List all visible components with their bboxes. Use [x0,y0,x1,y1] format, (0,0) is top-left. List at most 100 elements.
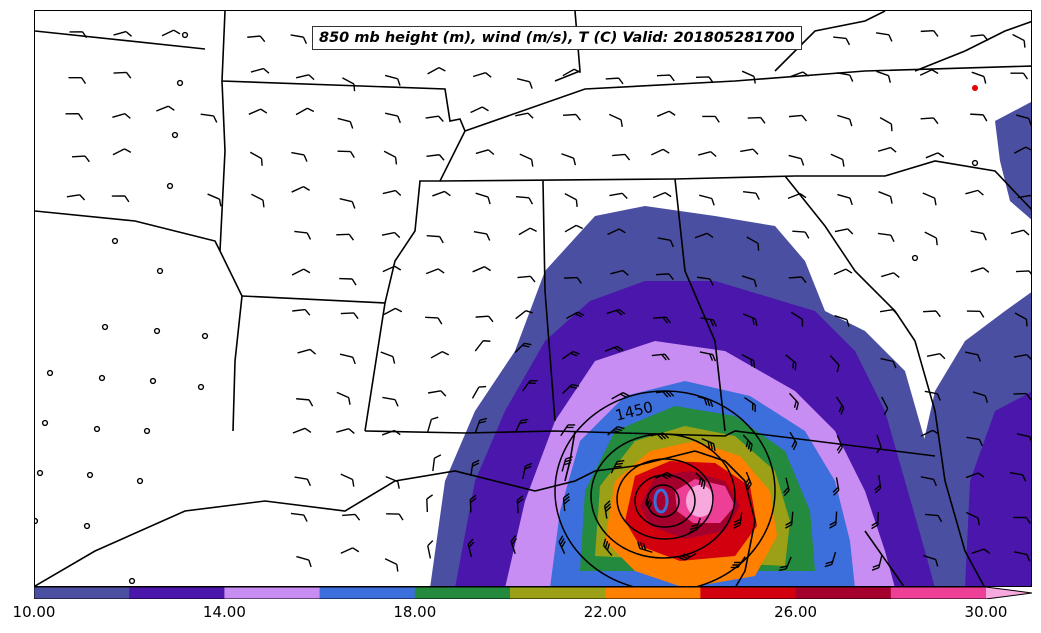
wind-barb [698,151,717,158]
wind-barb [336,428,355,434]
wind-barb [248,108,268,115]
wind-barb [474,340,491,352]
wind-barb [926,352,946,360]
wind-barb [291,151,308,162]
wind-barb [516,77,533,89]
wind-barb [699,351,717,362]
wind-barb [923,554,939,567]
wind-barb [874,475,882,494]
wind-barb [475,149,495,156]
state-borders [35,11,1031,586]
wind-barb [612,153,631,161]
wind-barb [833,268,853,275]
wind-barb [702,115,720,123]
colorbar-extension [986,587,1032,599]
wind-barb [744,471,752,491]
wind-barb [471,385,487,399]
calm-marker [911,254,919,262]
wind-barb [922,192,937,206]
wind-barb [1013,354,1031,361]
wind-barb [920,30,939,37]
wind-barb [66,194,86,201]
calm-marker [197,383,205,391]
colorbar-segment [319,587,416,599]
wind-barb [1014,312,1028,327]
wind-barb [1012,33,1026,48]
contour-3 [616,458,714,540]
wind-barb [965,472,985,479]
wind-barb [741,275,758,288]
wind-barb [295,107,315,116]
wind-barb [964,351,982,362]
wind-barb [637,541,653,553]
wind-barb [834,228,854,235]
map-canvas: 1450 [35,11,1031,586]
wind-barb [426,154,445,161]
wind-barb [112,113,131,119]
wind-barb [247,35,266,43]
calm-marker [149,377,157,385]
wind-barb [790,71,810,78]
wind-barb [522,379,538,392]
shade-12-east [965,392,1031,586]
calm-marker [111,237,119,245]
wind-barb [385,475,400,489]
wind-barb [966,436,983,447]
calm-marker [971,159,979,167]
wind-barb [746,236,760,251]
wind-barb [339,198,356,209]
wind-barb [510,535,518,554]
wind-barb [475,192,491,205]
wind-barb [564,193,578,207]
wind-barb [386,513,404,521]
wind-barb [778,556,792,571]
wind-barb [475,315,494,323]
wind-barb [652,191,672,199]
wind-barb [430,350,450,359]
wind-barb [697,395,714,408]
wind-barb [651,148,670,156]
wind-barb [678,552,697,561]
wind-barb [292,427,312,434]
calm-marker [101,323,109,331]
wind-barb [925,152,945,159]
wind-barb [653,316,672,324]
wind-barb [566,311,585,320]
wind-barb [689,517,701,533]
wind-barb [294,476,312,487]
wind-barb [382,189,402,196]
wind-barb [824,551,837,568]
wind-barb [337,150,355,159]
wind-barb [603,500,612,519]
wind-barb [384,558,399,572]
wind-barb [699,194,715,206]
wind-barb [472,71,492,78]
wind-barb [789,431,798,451]
wind-barb [606,308,626,316]
calm-marker [166,182,174,190]
calm-marker [35,517,39,525]
wind-barb [161,29,181,37]
wind-barb [342,77,356,92]
wind-barb [788,114,807,122]
wind-barb [740,148,759,155]
wind-barb [473,231,491,241]
wind-barb [835,396,845,415]
wind-barb [296,398,314,407]
wind-barb [787,192,807,200]
wind-barb [656,74,675,82]
wind-barb [425,316,443,325]
wind-barb [514,418,529,433]
wind-barb [251,193,265,208]
map-title: 850 mb height (m), wind (m/s), T (C) Val… [312,26,802,50]
wind-barb [792,230,810,239]
wind-barb [610,460,625,474]
map-panel: 1450 850 mb height (m), wind (m/s), T (C… [34,10,1032,587]
wind-barb [742,434,753,452]
wind-barb [294,230,312,240]
wind-barb [112,148,132,156]
wind-barb [1009,471,1027,482]
colorbar-segment [129,587,225,599]
wind-barb [829,355,840,373]
temperature-shading [430,85,1031,586]
